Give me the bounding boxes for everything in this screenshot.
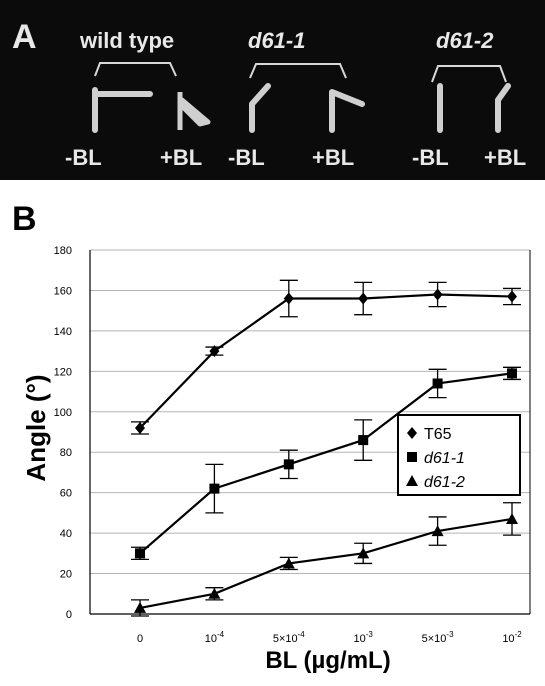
group-label-d61-2: d61-2 [436, 28, 494, 53]
panel-b-letter: B [12, 200, 37, 238]
series-line-d61-2 [139, 517, 513, 610]
legend-label-d61-1: d61-1 [424, 450, 465, 467]
y-tick-label: 80 [60, 447, 72, 459]
x-tick-label: 0 [137, 633, 143, 645]
y-tick-label: 60 [60, 488, 72, 500]
label-wild-type-minus-bl: -BL [65, 145, 102, 170]
label-d61-2-minus-bl: -BL [412, 145, 449, 170]
data-point-d61-1 [283, 459, 294, 470]
series-line-t65 [139, 293, 513, 429]
x-tick-label: 10-2 [502, 630, 522, 645]
label-d61-1-minus-bl: -BL [228, 145, 265, 170]
legend-marker-d61-1 [407, 452, 417, 462]
y-tick-label: 100 [54, 407, 72, 419]
x-tick-label: 10-3 [354, 630, 374, 645]
data-point-t65 [283, 292, 294, 305]
data-point-d61-2 [431, 525, 444, 537]
y-tick-labels: 0 20 40 60 80 100 120 140 160 180 [54, 245, 72, 621]
leaf-d61-1-minus-bl [249, 83, 271, 133]
group-label-d61-1: d61-1 [248, 28, 305, 53]
y-tick-label: 140 [54, 326, 72, 338]
data-point-d61-1 [507, 368, 517, 379]
legend-marker-d61-2 [406, 475, 418, 486]
panel-a-figure: A wild type -BL +BL d61-1 -BL +BL d61-2 … [12, 18, 526, 170]
angle-vs-bl-chart: B Angle (°) BL (µg/mL) 0 20 40 60 80 100 120 14… [12, 200, 531, 674]
leaf-wild-type-minus-bl [92, 87, 153, 133]
y-tick-label: 20 [60, 569, 72, 581]
legend-box [397, 414, 521, 496]
x-tick-label: 5×10-4 [273, 630, 305, 645]
x-tick-label: 5×10-3 [422, 630, 454, 645]
group-bracket-d61-1 [249, 63, 347, 79]
label-d61-2-plus-bl: +BL [484, 145, 526, 170]
x-axis-label: BL (µg/mL) [265, 647, 390, 674]
data-point-d61-2 [208, 587, 221, 599]
data-point-t65 [135, 421, 145, 434]
data-point-d61-2 [282, 557, 295, 569]
label-d61-1-plus-bl: +BL [312, 145, 354, 170]
y-tick-label: 160 [54, 285, 72, 297]
data-point-t65 [358, 292, 369, 305]
leaf-d61-2-plus-bl [495, 83, 511, 133]
panel-a-letter: A [12, 18, 37, 56]
data-point-t65 [432, 288, 443, 301]
data-point-d61-1 [209, 483, 220, 494]
group-label-wild-type: wild type [79, 28, 174, 53]
y-tick-label: 40 [60, 528, 72, 540]
legend: T65 d61-1 d61-2 [397, 414, 521, 496]
leaf-d61-1-plus-bl [329, 89, 365, 133]
panel-b-chart: B Angle (°) BL (µg/mL) 0 20 40 60 80 100 120 14… [0, 180, 545, 681]
group-bracket-d61-2 [431, 65, 507, 83]
data-point-d61-2 [506, 512, 518, 524]
y-axis-label: Angle (°) [21, 374, 51, 481]
plot-area [131, 279, 521, 617]
y-tick-label: 0 [66, 609, 72, 621]
data-point-d61-1 [358, 435, 369, 446]
data-point-d61-1 [432, 378, 443, 389]
y-tick-label: 120 [54, 366, 72, 378]
panel-a-photo: A wild type -BL +BL d61-1 -BL +BL d61-2 … [0, 0, 545, 180]
data-point-d61-2 [134, 601, 146, 613]
x-tick-label: 10-4 [205, 630, 225, 645]
data-point-d61-1 [135, 548, 145, 559]
data-point-t65 [209, 345, 220, 358]
label-wild-type-plus-bl: +BL [160, 145, 202, 170]
legend-label-t65: T65 [424, 426, 452, 443]
legend-label-d61-2: d61-2 [424, 474, 465, 491]
y-tick-label: 180 [54, 245, 72, 257]
leaf-wild-type-plus-bl [177, 92, 211, 130]
series-line-d61-1 [139, 372, 513, 555]
legend-marker-t65 [407, 427, 417, 439]
group-bracket-wild-type [94, 62, 177, 77]
x-tick-labels: 0 10-4 5×10-4 10-3 5×10-3 10-2 [137, 630, 522, 645]
data-point-d61-2 [357, 547, 370, 559]
data-point-t65 [507, 290, 517, 303]
axes [89, 250, 531, 615]
